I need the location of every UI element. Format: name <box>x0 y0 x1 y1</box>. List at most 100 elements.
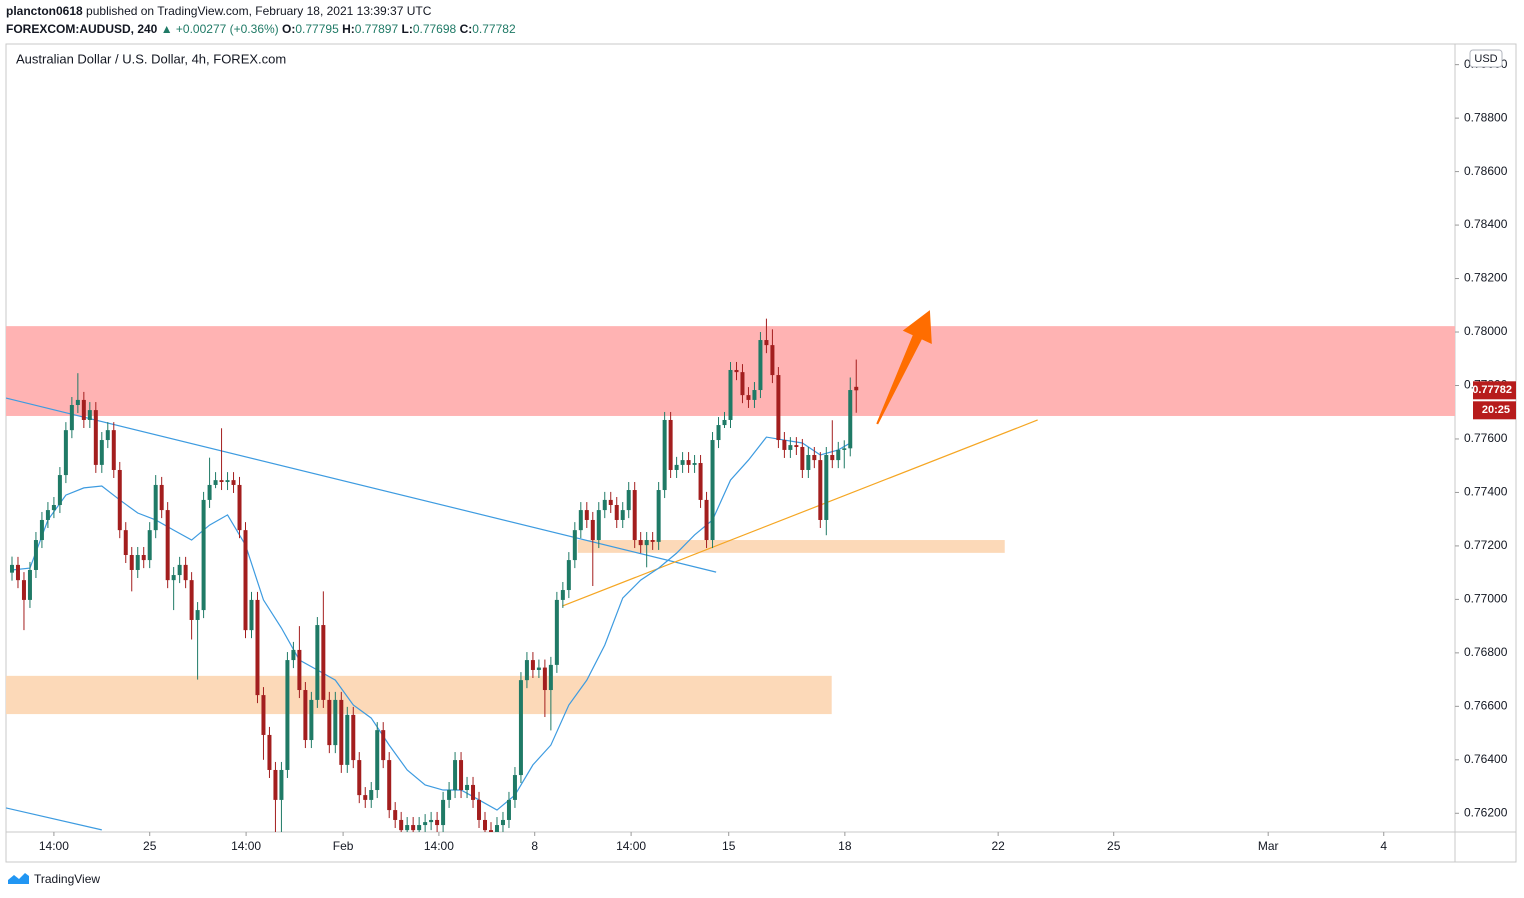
change: ▲ +0.00277 (+0.36%) <box>161 22 279 36</box>
candle-body <box>848 390 853 449</box>
author: plancton0618 <box>6 4 83 18</box>
ohlc-value: 0.77795 <box>295 22 339 36</box>
candle-body <box>686 460 691 465</box>
y-tick-label: 0.76800 <box>1464 645 1508 659</box>
ohlc-value: 0.77698 <box>413 22 457 36</box>
candle-body <box>536 667 541 670</box>
candle-body <box>15 564 20 581</box>
candle-body <box>566 560 571 591</box>
x-tick-label: 22 <box>991 839 1005 853</box>
candle-body <box>57 475 62 506</box>
candle-body <box>345 714 350 765</box>
candle-body <box>45 510 50 520</box>
y-tick-label: 0.77600 <box>1464 431 1508 445</box>
candle-body <box>488 830 493 832</box>
candle-body <box>351 714 356 761</box>
candle-body <box>578 510 583 531</box>
candle-body <box>596 510 601 541</box>
candle-body <box>93 410 98 465</box>
candle-body <box>267 734 272 770</box>
candle-body <box>171 575 176 581</box>
candle-body <box>255 599 260 696</box>
plot-area <box>6 310 1455 832</box>
candle-body <box>141 555 146 561</box>
candle-body <box>812 455 817 461</box>
candle-body <box>788 445 793 450</box>
trendline <box>6 397 717 573</box>
ohlc-value: 0.77897 <box>355 22 399 36</box>
candle-body <box>111 430 116 470</box>
candle-body <box>740 372 745 396</box>
zone <box>6 675 832 715</box>
candle-body <box>147 530 152 561</box>
candle-body <box>63 430 68 476</box>
candle-body <box>447 790 452 800</box>
candle-body <box>207 484 212 500</box>
pane-frame <box>5 43 1517 863</box>
candle-body <box>75 399 80 406</box>
candle-body <box>9 564 14 573</box>
y-tick-label: 0.76600 <box>1464 699 1508 713</box>
axes: 0.76200 0.76400 0.76600 0.76800 0.77000 0.772… <box>39 49 1516 853</box>
candle-body <box>542 667 547 691</box>
candle-body <box>243 530 248 631</box>
candle-body <box>626 490 631 511</box>
candle-body <box>273 769 278 800</box>
candle-body <box>752 390 757 400</box>
y-tick-label: 0.77200 <box>1464 538 1508 552</box>
x-tick-label: Mar <box>1258 839 1279 853</box>
candle-body <box>177 564 182 576</box>
candle-body <box>608 499 613 506</box>
published: published on TradingView.com, February 1… <box>86 4 432 18</box>
candle-body <box>39 519 44 541</box>
candle-body <box>722 419 727 426</box>
candle-body <box>548 664 553 691</box>
x-tick-label: 25 <box>1107 839 1121 853</box>
candle-body <box>465 784 470 791</box>
candle-body <box>387 760 392 811</box>
candle-body <box>824 455 829 520</box>
zone <box>577 540 1005 553</box>
candle-body <box>632 490 637 541</box>
candle-body <box>357 760 362 796</box>
candle-body <box>105 430 110 441</box>
last-price-tag <box>1473 381 1516 400</box>
y-tick-label: 0.77400 <box>1464 485 1508 499</box>
candle-body <box>279 769 284 800</box>
candle-body <box>135 555 140 570</box>
candle-body <box>219 480 224 483</box>
candle-body <box>237 484 242 531</box>
candle-body <box>291 649 296 661</box>
candle-body <box>399 819 404 831</box>
candle-body <box>524 660 529 681</box>
candle-body <box>201 499 206 611</box>
candle-body <box>584 510 589 520</box>
candle-body <box>159 484 164 511</box>
candle-body <box>381 730 386 761</box>
ohlc-label: H: <box>342 22 355 36</box>
candle-body <box>459 760 464 791</box>
x-tick-label: 25 <box>143 839 157 853</box>
candle-body <box>764 340 769 346</box>
candle-body <box>494 825 499 832</box>
countdown-tag <box>1473 401 1516 420</box>
candle-body <box>842 448 847 450</box>
candle-body <box>165 510 170 581</box>
legend-title: Australian Dollar / U.S. Dollar, 4h, FOR… <box>16 51 286 66</box>
y-tick-label: 0.76400 <box>1464 752 1508 766</box>
y-tick-label: 0.77000 <box>1464 592 1508 606</box>
candle-body <box>483 819 488 831</box>
candle-body <box>530 660 535 670</box>
candle-body <box>423 822 428 826</box>
candle-body <box>153 484 158 531</box>
candle-body <box>770 345 775 376</box>
candle-body <box>830 455 835 461</box>
candle-body <box>405 825 410 831</box>
footer: TradingView <box>8 872 100 886</box>
candle-body <box>728 369 733 420</box>
candle-body <box>327 699 332 746</box>
candle-body <box>51 505 56 511</box>
candle-body <box>297 649 302 691</box>
